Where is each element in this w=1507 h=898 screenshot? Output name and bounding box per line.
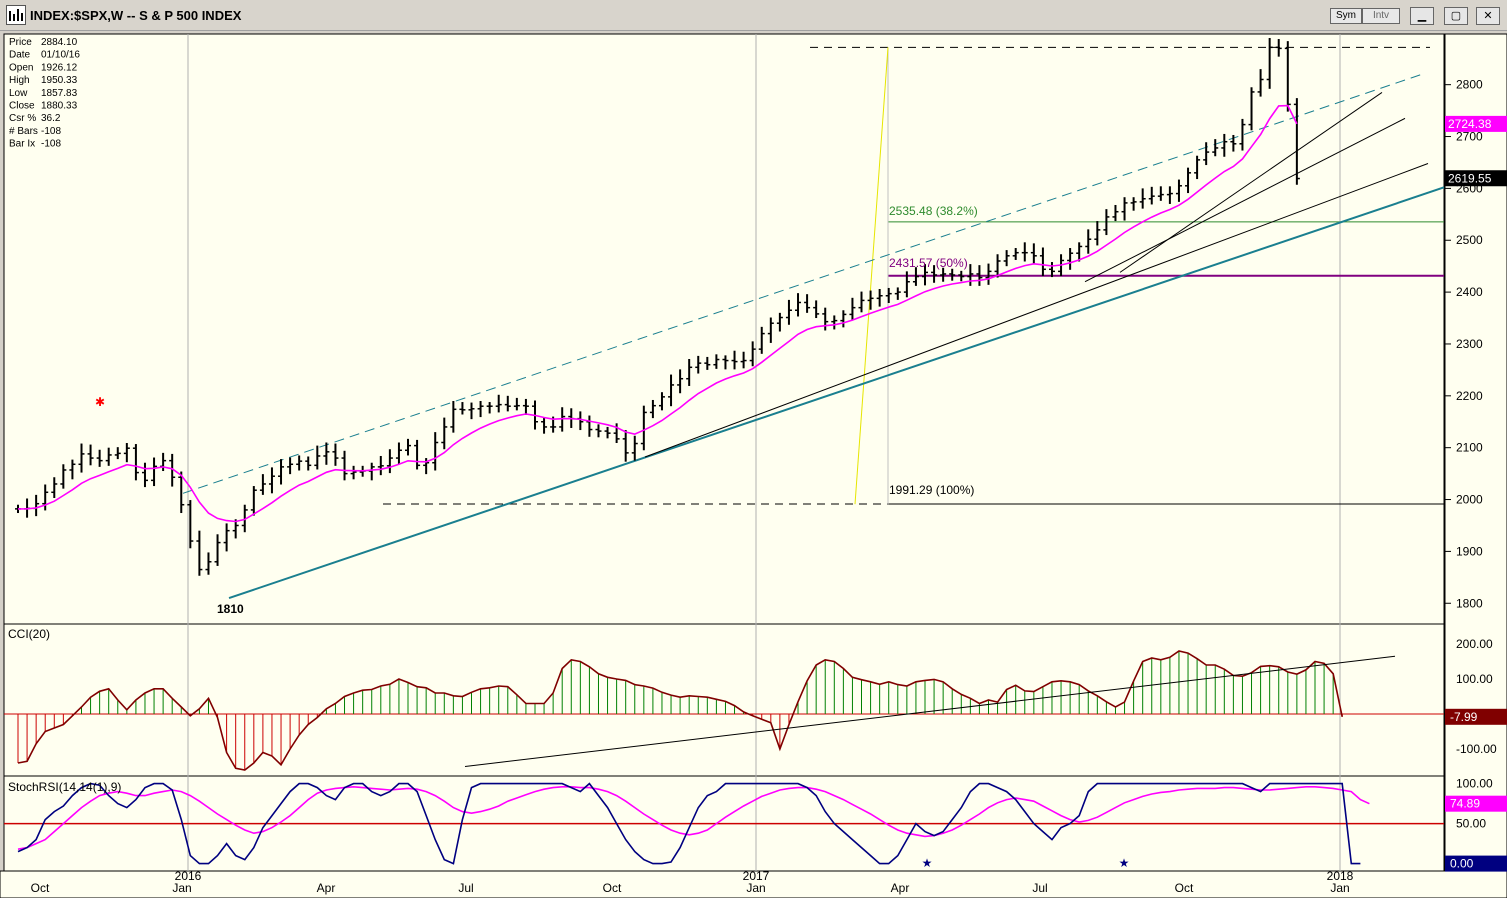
x-tick-label: 2016 xyxy=(175,869,202,883)
price-tick-label: 2100 xyxy=(1456,441,1483,455)
x-tick-label: 2017 xyxy=(743,869,770,883)
cci-trendline xyxy=(464,655,1396,767)
time-axis xyxy=(0,870,1507,898)
ma-badge xyxy=(1445,115,1507,132)
data-window-key: Date xyxy=(9,50,31,61)
window-title: INDEX:$SPX,W -- S & P 500 INDEX xyxy=(30,8,242,23)
trendlines xyxy=(182,46,1445,600)
data-window-key: Csr % xyxy=(9,113,36,124)
stoch-d-text: 74.89 xyxy=(1450,797,1480,811)
x-tick-label: Apr xyxy=(891,881,910,895)
last-price-text: 2619.55 xyxy=(1448,171,1492,185)
stoch-d-badge xyxy=(1445,795,1507,812)
cci-value-badge xyxy=(1445,708,1507,725)
stoch-d-line xyxy=(17,785,1370,850)
data-window-key: Low xyxy=(9,88,28,99)
sym-button[interactable]: Sym xyxy=(1330,8,1362,24)
price-tick-label: 2400 xyxy=(1456,285,1483,299)
fib-yellow-line xyxy=(854,47,889,505)
price-tick-label: 1900 xyxy=(1456,544,1483,558)
cci-tick-label: 100.00 xyxy=(1456,672,1493,686)
data-window-value: -108 xyxy=(41,126,61,137)
stoch-title: StochRSI(14,14(1),9) xyxy=(8,780,121,794)
data-window-key: Open xyxy=(9,62,33,73)
data-window-value: 1926.12 xyxy=(41,62,78,73)
x-tick-label: Jul xyxy=(1032,881,1047,895)
chart-app-icon xyxy=(6,5,26,25)
data-window-value: 36.2 xyxy=(41,113,61,124)
stoch-tick-label: 50.00 xyxy=(1456,817,1486,831)
x-tick-label: Jan xyxy=(1330,881,1349,895)
x-tick-label: Jan xyxy=(172,881,191,895)
low-label: 1810 xyxy=(217,602,244,616)
stoch-tick-label: 100.00 xyxy=(1456,777,1493,791)
main-trendline xyxy=(228,186,1445,600)
cci-title: CCI(20) xyxy=(8,627,50,641)
moving-average-line xyxy=(17,104,1298,523)
intv-button[interactable]: Intv xyxy=(1362,8,1400,24)
cci-panel xyxy=(3,623,1445,777)
price-tick-label: 2000 xyxy=(1456,493,1483,507)
last-price-badge xyxy=(1445,170,1507,187)
cci-histogram xyxy=(4,650,1444,771)
data-window-key: # Bars xyxy=(9,126,38,137)
x-tick-label: Oct xyxy=(31,881,50,895)
x-tick-label: Apr xyxy=(317,881,336,895)
stoch-k-line xyxy=(17,782,1361,865)
data-window-value: 1880.33 xyxy=(41,101,78,112)
steepest-support-line xyxy=(1119,92,1383,273)
fib-100-label: 1991.29 (100%) xyxy=(889,483,974,497)
price-tick-label: 2800 xyxy=(1456,78,1483,92)
x-tick-label: Oct xyxy=(1175,881,1194,895)
cci-value-text: -7.99 xyxy=(1450,710,1478,724)
blue-star-marker: ★ xyxy=(922,856,933,870)
data-window-key: Close xyxy=(9,101,35,112)
stochrsi-lines xyxy=(4,782,1444,865)
x-tick-label: Jul xyxy=(458,881,473,895)
fib-50-label: 2431.57 (50%) xyxy=(889,256,968,270)
data-window-value: -108 xyxy=(41,139,61,150)
data-window: Price 2884.10 Date 01/10/16 Open 1926.12 High 1… xyxy=(5,35,87,150)
data-window-value: 1857.83 xyxy=(41,88,78,99)
blue-star-marker: ★ xyxy=(1119,856,1130,870)
price-panel xyxy=(3,33,1445,625)
price-tick-label: 2500 xyxy=(1456,233,1483,247)
data-window-value: 01/10/16 xyxy=(41,50,80,61)
price-tick-label: 2700 xyxy=(1456,130,1483,144)
cci-tick-label: 200.00 xyxy=(1456,637,1493,651)
stoch-k-badge xyxy=(1445,855,1507,872)
title-bar: INDEX:$SPX,W -- S & P 500 INDEX Sym Intv… xyxy=(0,0,1507,31)
data-window-value: 1950.33 xyxy=(41,75,78,86)
data-window-bg xyxy=(5,35,87,147)
red-star-marker: ✱ xyxy=(95,395,105,409)
x-tick-label: Oct xyxy=(603,881,622,895)
ma-badge-text: 2724.38 xyxy=(1448,117,1492,131)
support-line xyxy=(644,163,1429,458)
upper-channel-line xyxy=(182,72,1426,494)
cci-tick-label: -100.00 xyxy=(1456,742,1497,756)
price-tick-label: 1800 xyxy=(1456,596,1483,610)
data-window-key: High xyxy=(9,75,30,86)
x-tick-label: 2018 xyxy=(1327,869,1354,883)
maximize-button[interactable]: ▢ xyxy=(1444,7,1468,25)
price-tick-label: 2300 xyxy=(1456,337,1483,351)
data-window-key: Price xyxy=(9,37,32,48)
minimize-button[interactable]: ▁ xyxy=(1410,7,1434,25)
stoch-k-text: 0.00 xyxy=(1450,857,1474,871)
cci-line xyxy=(17,650,1343,771)
x-tick-label: Jan xyxy=(746,881,765,895)
fib-38-label: 2535.48 (38.2%) xyxy=(889,204,978,218)
close-button[interactable]: ✕ xyxy=(1476,7,1500,25)
price-tick-label: 2200 xyxy=(1456,389,1483,403)
data-window-key: Bar Ix xyxy=(9,139,35,150)
steep-support-line xyxy=(1084,117,1406,283)
data-window-value: 2884.10 xyxy=(41,37,78,48)
price-bars xyxy=(15,38,1300,576)
